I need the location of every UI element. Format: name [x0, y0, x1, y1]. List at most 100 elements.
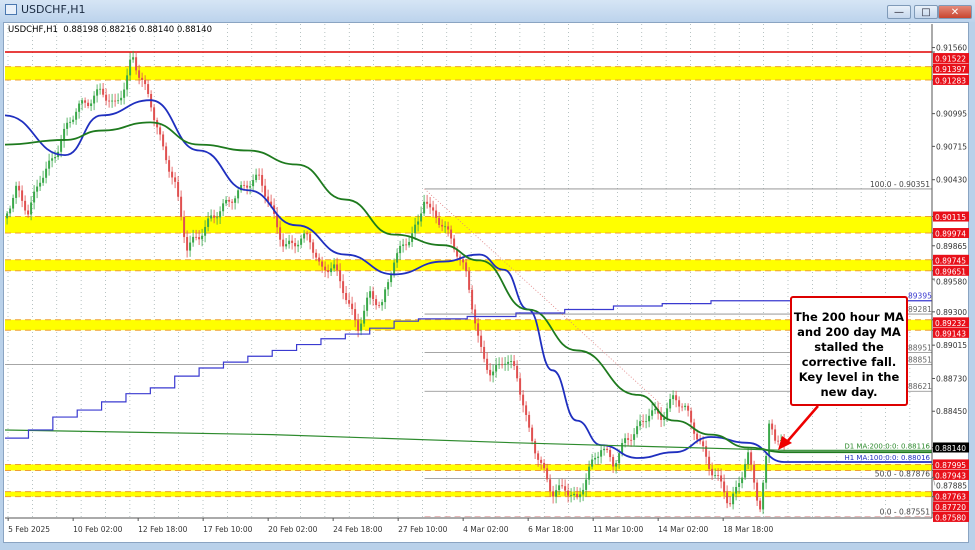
candle	[645, 421, 648, 423]
price-label: 0.91283	[935, 76, 966, 85]
candle	[195, 236, 198, 238]
candle	[339, 270, 342, 282]
candle	[489, 369, 492, 376]
candle	[222, 203, 225, 212]
candle	[747, 452, 750, 465]
x-tick-label: 20 Feb 02:00	[268, 525, 317, 534]
candle	[33, 191, 36, 203]
candle	[141, 77, 144, 80]
candle	[672, 395, 675, 400]
y-tick-label: 0.88730	[936, 374, 967, 383]
candle	[543, 462, 546, 469]
callout-arrow	[785, 405, 819, 444]
candle	[453, 238, 456, 250]
candle	[354, 309, 357, 321]
candle	[585, 479, 588, 490]
fib-label: 100.0 - 0.90351	[870, 180, 930, 189]
candle	[741, 477, 744, 484]
window-title: USDCHF,H1	[21, 3, 86, 16]
ma-end-label: 89395	[908, 292, 932, 301]
candle	[726, 492, 729, 504]
candle	[99, 88, 102, 90]
candle	[549, 479, 552, 492]
candle	[675, 395, 678, 401]
candle	[51, 158, 54, 161]
candle	[630, 439, 633, 441]
candle	[369, 291, 372, 298]
candle	[312, 242, 315, 253]
candle	[468, 271, 471, 290]
candle	[423, 201, 426, 214]
candle	[237, 190, 240, 199]
candle	[636, 426, 639, 435]
minimize-button[interactable]: —	[887, 5, 911, 19]
current-price-label-bg	[933, 442, 969, 453]
candle	[147, 84, 150, 94]
candle	[27, 210, 30, 215]
candle	[183, 216, 186, 238]
candle	[711, 468, 714, 476]
candle	[621, 443, 624, 454]
candle	[633, 434, 636, 440]
close-button[interactable]: ✕	[938, 5, 972, 19]
support-resistance-zone	[5, 464, 932, 471]
candle	[318, 257, 321, 262]
price-label: 0.87995	[935, 461, 966, 470]
x-tick-label: 18 Mar 18:00	[723, 525, 773, 534]
candle	[249, 186, 252, 188]
candle	[669, 399, 672, 409]
candle	[159, 127, 162, 135]
candle	[129, 59, 132, 76]
candle	[627, 438, 630, 440]
candle	[435, 210, 438, 218]
candle	[96, 89, 99, 96]
candle	[9, 208, 12, 214]
candle	[252, 180, 255, 187]
chart-window[interactable]	[3, 22, 969, 543]
price-label-bg	[933, 490, 969, 501]
x-tick-label: 4 Mar 02:00	[463, 525, 509, 534]
candle	[102, 88, 105, 95]
candle	[462, 259, 465, 263]
candle	[180, 196, 183, 217]
candle	[393, 262, 396, 276]
moving-average-line	[5, 300, 932, 439]
x-tick-label: 11 Mar 10:00	[593, 525, 643, 534]
candle	[120, 97, 123, 101]
candle	[228, 199, 231, 202]
price-label: 0.89651	[935, 267, 966, 276]
candle	[111, 100, 114, 102]
candle	[432, 207, 435, 211]
candle	[132, 57, 135, 60]
candle	[516, 365, 519, 379]
candle	[678, 400, 681, 407]
candle	[294, 242, 297, 247]
candle	[375, 299, 378, 306]
candle	[114, 100, 117, 102]
candle	[639, 421, 642, 427]
candle	[735, 486, 738, 494]
candle	[213, 215, 216, 218]
candle	[738, 483, 741, 487]
candle	[486, 358, 489, 370]
price-label-bg	[933, 317, 969, 328]
candle	[723, 481, 726, 493]
candle	[285, 244, 288, 247]
price-label: 0.90115	[935, 213, 966, 222]
candle	[87, 102, 90, 107]
candle	[171, 171, 174, 178]
candle	[660, 413, 663, 421]
candle	[255, 174, 258, 181]
label-leader	[932, 278, 936, 282]
candle	[372, 291, 375, 300]
candle	[510, 361, 513, 362]
candle	[705, 446, 708, 457]
candle	[348, 300, 351, 304]
maximize-button[interactable]: □	[914, 5, 938, 19]
y-tick-label: 0.89865	[936, 242, 967, 251]
candle	[345, 293, 348, 301]
candle	[426, 201, 429, 204]
price-label: 0.91397	[935, 65, 966, 74]
support-resistance-zone	[5, 319, 932, 331]
